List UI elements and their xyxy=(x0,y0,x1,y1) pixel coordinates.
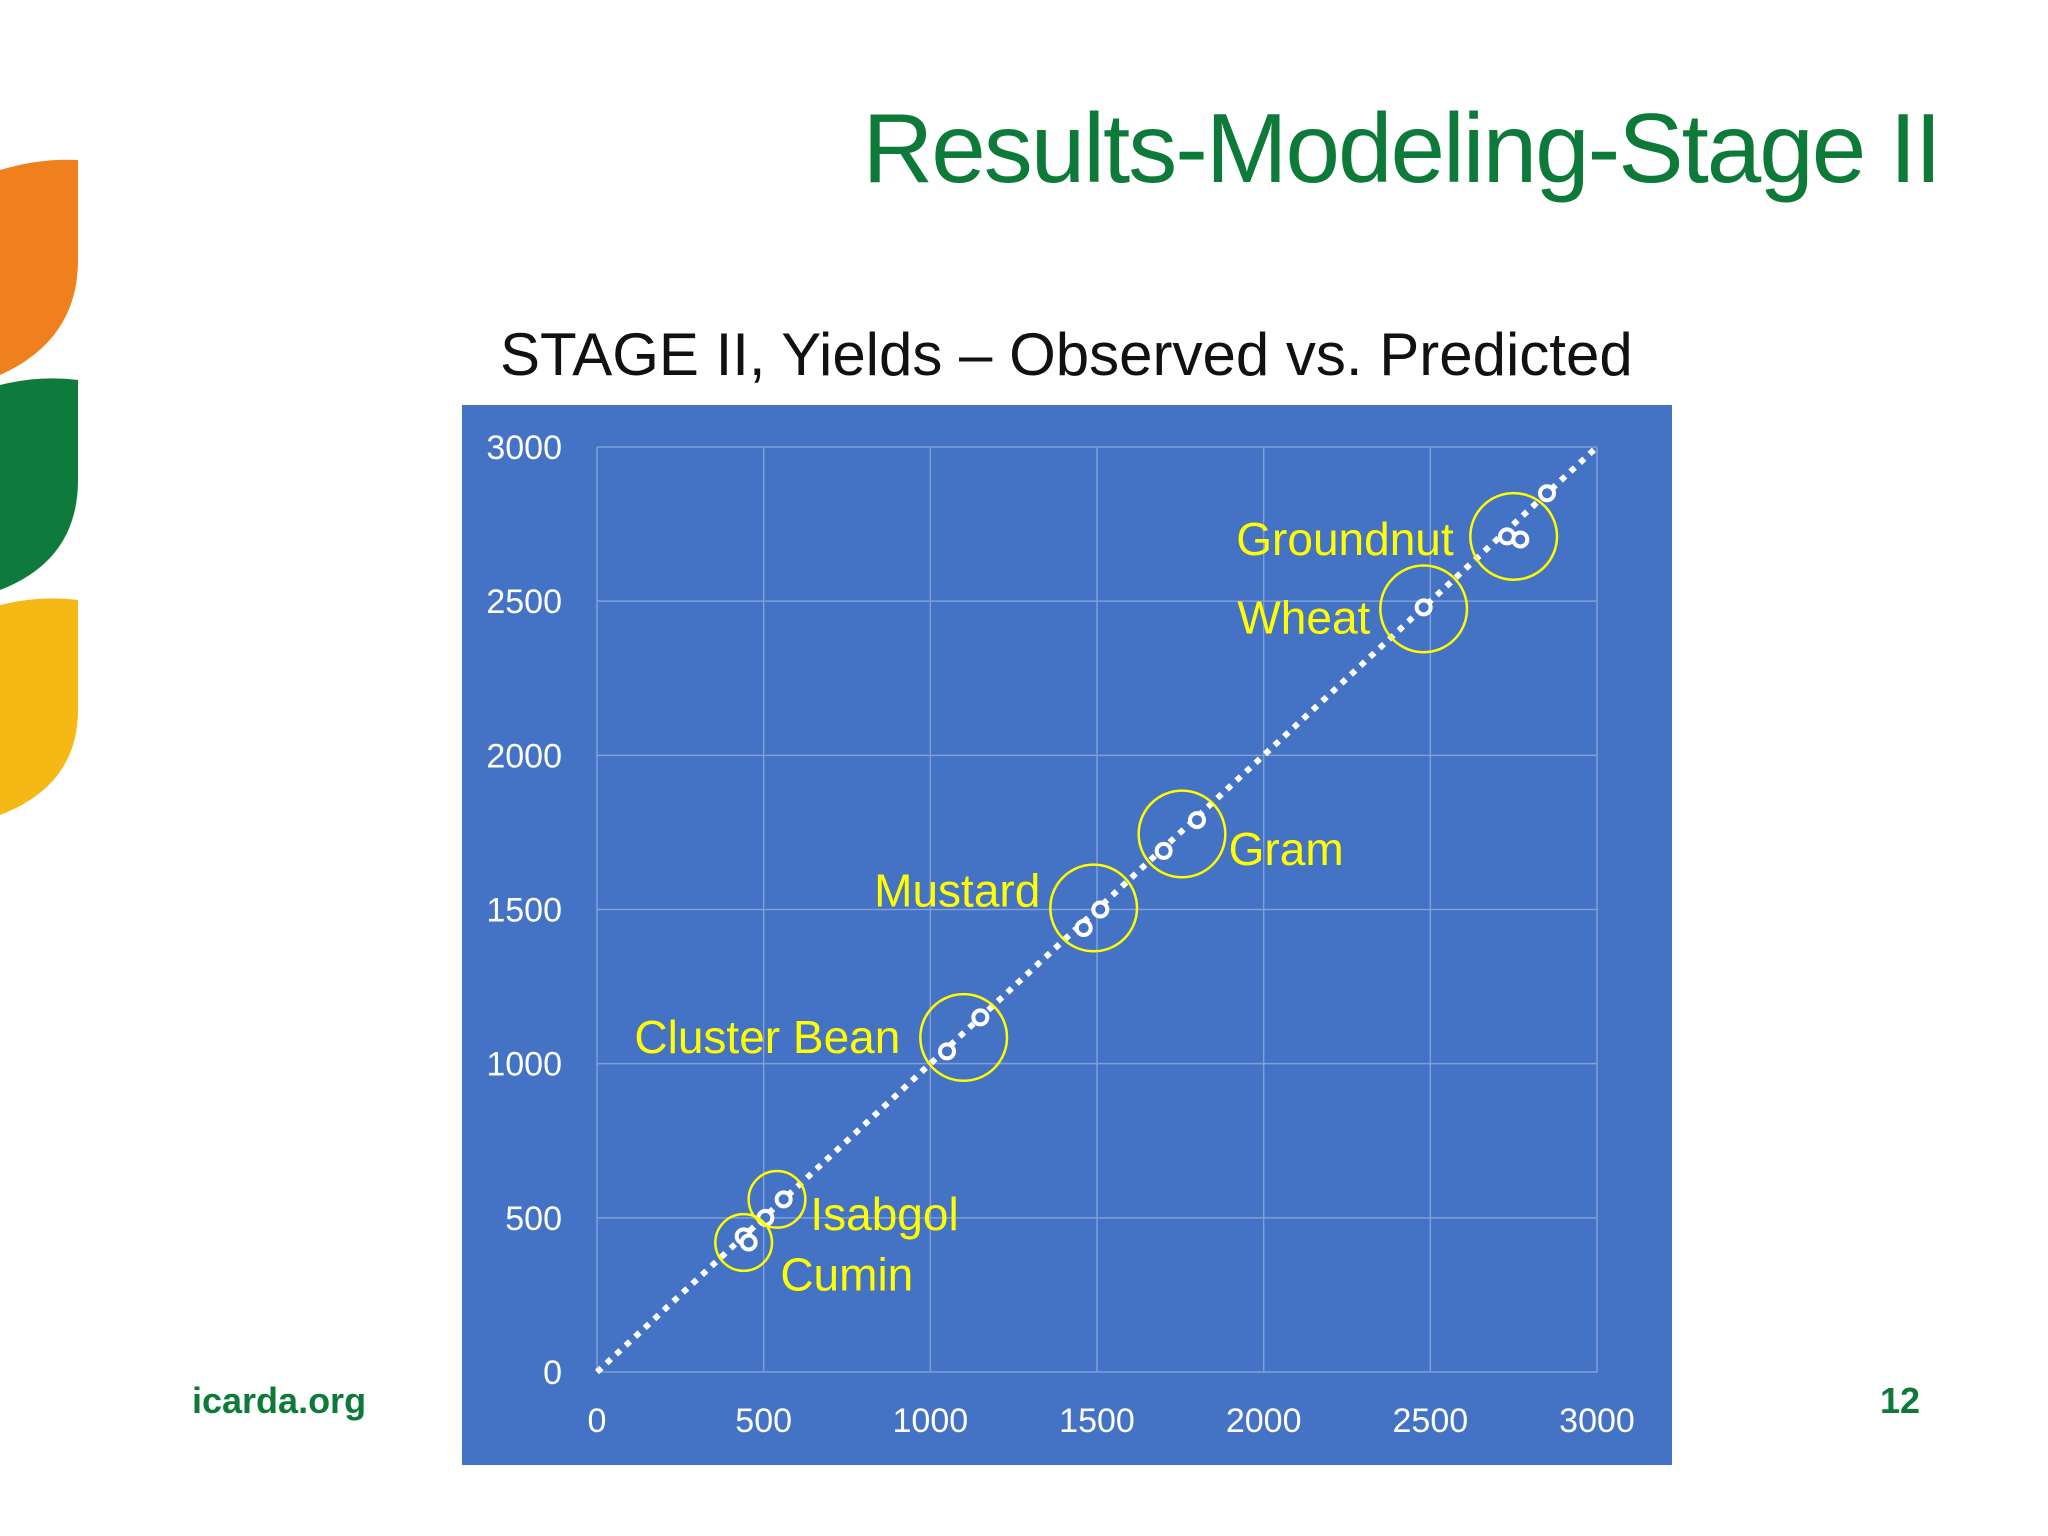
y-tick-label: 500 xyxy=(505,1200,562,1238)
data-point xyxy=(1538,484,1556,503)
annotation-circle xyxy=(1469,491,1559,582)
data-point xyxy=(739,1233,758,1252)
data-point xyxy=(1074,919,1093,937)
logo-yellow-segment xyxy=(0,598,78,815)
data-point xyxy=(938,1042,956,1061)
x-tick-label: 500 xyxy=(735,1402,792,1440)
annotation-circle xyxy=(714,1212,774,1273)
annotation-label: Gram xyxy=(1229,823,1344,875)
annotation-label: Mustard xyxy=(874,864,1040,916)
chart-title: STAGE II, Yields – Observed vs. Predicte… xyxy=(500,321,1633,388)
x-tick-label: 2000 xyxy=(1226,1402,1302,1440)
y-tick-label: 1000 xyxy=(486,1046,562,1084)
x-tick-label: 1000 xyxy=(893,1402,969,1440)
data-point xyxy=(1091,900,1110,919)
annotation-label: Groundnut xyxy=(1236,513,1454,565)
logo-green-segment xyxy=(0,378,78,590)
annotation-label: Isabgol xyxy=(810,1188,958,1240)
data-point xyxy=(774,1190,793,1209)
logo-orange-segment xyxy=(0,159,78,375)
annotation-circle xyxy=(1137,789,1227,879)
annotation-label: Cumin xyxy=(780,1248,913,1300)
annotation-circle xyxy=(919,992,1009,1083)
brand-logo-icon xyxy=(0,159,78,815)
footer-website: icarda.org xyxy=(192,1380,367,1421)
data-point xyxy=(1511,530,1530,549)
data-point xyxy=(971,1008,990,1027)
slide-title: Results-Modeling-Stage II xyxy=(862,93,1942,203)
scatter-chart: 0 500 1000 1500 2000 2500 3000 0 500 1000 1500 2000… xyxy=(462,405,1672,1465)
annotation-label: Wheat xyxy=(1237,592,1370,644)
data-point xyxy=(1154,841,1173,860)
y-tick-label: 2000 xyxy=(486,737,562,775)
page-number: 12 xyxy=(1880,1380,1921,1421)
x-tick-label: 2500 xyxy=(1393,1402,1469,1440)
annotation-circle xyxy=(1049,863,1139,953)
y-tick-label: 2500 xyxy=(486,583,562,621)
annotation-label: Cluster Bean xyxy=(634,1011,900,1063)
annotation-circle xyxy=(747,1169,807,1229)
x-tick-label: 3000 xyxy=(1559,1402,1635,1440)
annotation-circle xyxy=(1379,564,1469,654)
y-tick-label: 3000 xyxy=(486,429,562,467)
x-tick-label: 1500 xyxy=(1059,1402,1135,1440)
data-point xyxy=(1188,811,1206,830)
y-tick-label: 0 xyxy=(543,1354,562,1392)
data-point xyxy=(1414,598,1433,617)
y-tick-label: 1500 xyxy=(486,892,562,930)
x-tick-label: 0 xyxy=(588,1402,607,1440)
